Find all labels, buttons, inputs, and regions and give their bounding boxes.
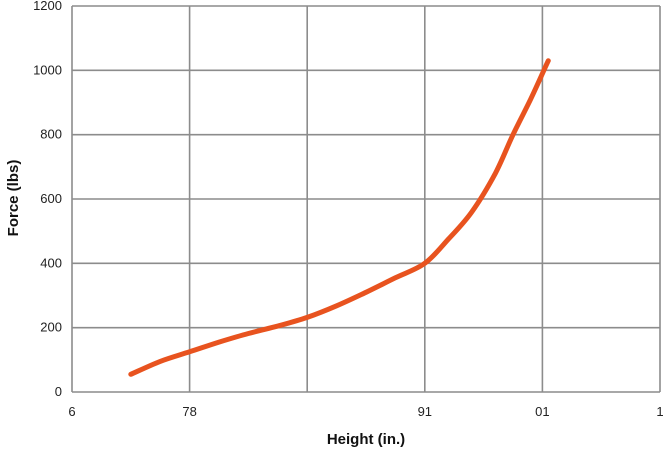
y-tick-label: 600	[40, 191, 62, 206]
x-tick-label: 78	[182, 404, 196, 419]
x-tick-label: 01	[535, 404, 549, 419]
x-axis-title: Height (in.)	[327, 431, 405, 448]
y-tick-label: 800	[40, 127, 62, 142]
x-tick-labels: 6 78 91 01 1	[68, 404, 663, 419]
y-tick-label: 200	[40, 320, 62, 335]
x-tick-label: 6	[68, 404, 75, 419]
x-tick-label: 1	[656, 404, 663, 419]
x-tick-label: 91	[418, 404, 432, 419]
grid	[71, 5, 661, 393]
y-tick-label: 1000	[33, 62, 62, 77]
y-tick-labels: 0 200 400 600 800 1000 1200	[33, 0, 62, 399]
y-tick-label: 0	[55, 384, 62, 399]
y-axis-title: Force (lbs)	[5, 160, 22, 237]
y-tick-label: 400	[40, 255, 62, 270]
series-line	[128, 58, 551, 377]
series-layer	[128, 58, 551, 377]
y-tick-label: 1200	[33, 0, 62, 13]
